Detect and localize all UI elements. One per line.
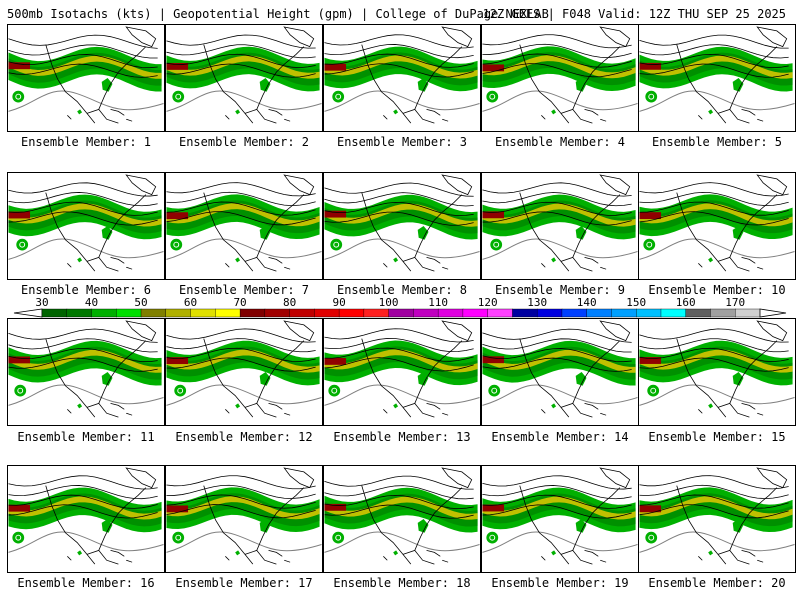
ensemble-member-8-label: Ensemble Member: 8: [336, 283, 468, 297]
legend-color-swatch: [437, 308, 464, 318]
ensemble-member-15-map: [638, 318, 796, 426]
ensemble-member-19-label: Ensemble Member: 19: [491, 576, 629, 590]
isotach-color-legend: 30 40 50 60 70 80 90 100 110 120 130 140 150 160 170: [0, 296, 800, 320]
legend-tick-label: 60: [183, 296, 198, 309]
legend-tick-label: 130: [527, 296, 548, 309]
legend-color-swatch: [512, 308, 538, 318]
legend-tick-label: 140: [576, 296, 597, 309]
legend-tick-label: 40: [84, 296, 99, 309]
ensemble-member-16-label: Ensemble Member: 16: [17, 576, 155, 590]
ensemble-member-17-label: Ensemble Member: 17: [175, 576, 313, 590]
legend-tick-label: 70: [233, 296, 247, 309]
legend-color-swatch: [660, 308, 687, 318]
legend-color-swatch: [190, 308, 216, 318]
ensemble-member-8-map: [323, 172, 481, 280]
ensemble-member-5-map: [638, 24, 796, 132]
legend-color-swatch: [487, 308, 513, 318]
legend-tick-label: 50: [134, 296, 148, 309]
ensemble-member-17-map: [165, 465, 323, 573]
legend-tick-label: 110: [428, 296, 449, 309]
ensemble-member-20-label: Ensemble Member: 20: [648, 576, 786, 590]
ensemble-member-12-label: Ensemble Member: 12: [175, 430, 313, 444]
ensemble-member-1-map: [7, 24, 165, 132]
ensemble-member-13-label: Ensemble Member: 13: [333, 430, 471, 444]
legend-color-swatch: [140, 308, 167, 318]
legend-color-swatch: [363, 308, 390, 318]
ensemble-member-9-map: [481, 172, 639, 280]
ensemble-member-15-label: Ensemble Member: 15: [648, 430, 786, 444]
ensemble-member-18-label: Ensemble Member: 18: [333, 576, 471, 590]
ensemble-member-5-label: Ensemble Member: 5: [651, 135, 783, 149]
ensemble-member-14-label: Ensemble Member: 14: [491, 430, 629, 444]
ensemble-member-13-map: [323, 318, 481, 426]
legend-color-swatch: [264, 308, 291, 318]
legend-color-swatch: [91, 308, 117, 318]
ensemble-member-2-map: [165, 24, 323, 132]
header-run-info: 12Z GEFS | F048 Valid: 12Z THU SEP 25 20…: [482, 7, 786, 21]
ensemble-member-18-map: [323, 465, 481, 573]
legend-color-swatch: [41, 308, 68, 318]
legend-color-strip: [13, 308, 787, 318]
legend-color-swatch: [116, 308, 142, 318]
ensemble-member-10-label: Ensemble Member: 10: [648, 283, 786, 297]
ensemble-member-1-label: Ensemble Member: 1: [20, 135, 152, 149]
legend-color-swatch: [388, 308, 414, 318]
ensemble-member-12-map: [165, 318, 323, 426]
legend-tick-label: 170: [725, 296, 746, 309]
legend-color-swatch: [165, 308, 192, 318]
legend-color-swatch: [636, 308, 662, 318]
legend-color-swatch: [462, 308, 489, 318]
header-bar: 500mb Isotachs (kts) | Geopotential Heig…: [0, 0, 800, 24]
ensemble-member-4-label: Ensemble Member: 4: [494, 135, 626, 149]
legend-tick-label: 150: [626, 296, 647, 309]
legend-color-swatch: [413, 308, 439, 318]
legend-color-swatch: [215, 308, 241, 318]
ensemble-member-6-map: [7, 172, 165, 280]
ensemble-member-20-map: [638, 465, 796, 573]
ensemble-member-6-label: Ensemble Member: 6: [20, 283, 152, 297]
legend-color-swatch: [611, 308, 637, 318]
ensemble-member-19-map: [481, 465, 639, 573]
legend-color-swatch: [685, 308, 711, 318]
legend-tick-label: 80: [282, 296, 297, 309]
legend-color-swatch: [710, 308, 736, 318]
ensemble-member-14-map: [481, 318, 639, 426]
ensemble-member-4-map: [481, 24, 639, 132]
ensemble-member-7-map: [165, 172, 323, 280]
legend-tick-label: 90: [332, 296, 346, 309]
legend-color-swatch: [586, 308, 612, 318]
ensemble-member-11-label: Ensemble Member: 11: [17, 430, 155, 444]
legend-color-swatch: [314, 308, 340, 318]
ensemble-member-11-map: [7, 318, 165, 426]
legend-tick-label: 100: [378, 296, 399, 309]
ensemble-member-7-label: Ensemble Member: 7: [178, 283, 310, 297]
ensemble-member-9-label: Ensemble Member: 9: [494, 283, 626, 297]
ensemble-member-2-label: Ensemble Member: 2: [178, 135, 310, 149]
header-title: 500mb Isotachs (kts) | Geopotential Heig…: [7, 7, 549, 21]
legend-color-swatch: [338, 308, 365, 318]
ensemble-member-10-map: [638, 172, 796, 280]
legend-tick-label: 120: [477, 296, 498, 309]
legend-tick-label: 30: [35, 296, 49, 309]
ensemble-member-3-label: Ensemble Member: 3: [336, 135, 468, 149]
legend-color-swatch: [536, 308, 563, 318]
legend-color-swatch: [289, 308, 315, 318]
ensemble-member-3-map: [323, 24, 481, 132]
legend-color-swatch: [239, 308, 266, 318]
legend-color-swatch: [561, 308, 588, 318]
legend-color-swatch: [66, 308, 93, 318]
legend-color-swatch: [735, 308, 761, 318]
legend-tick-label: 160: [675, 296, 696, 309]
ensemble-member-16-map: [7, 465, 165, 573]
